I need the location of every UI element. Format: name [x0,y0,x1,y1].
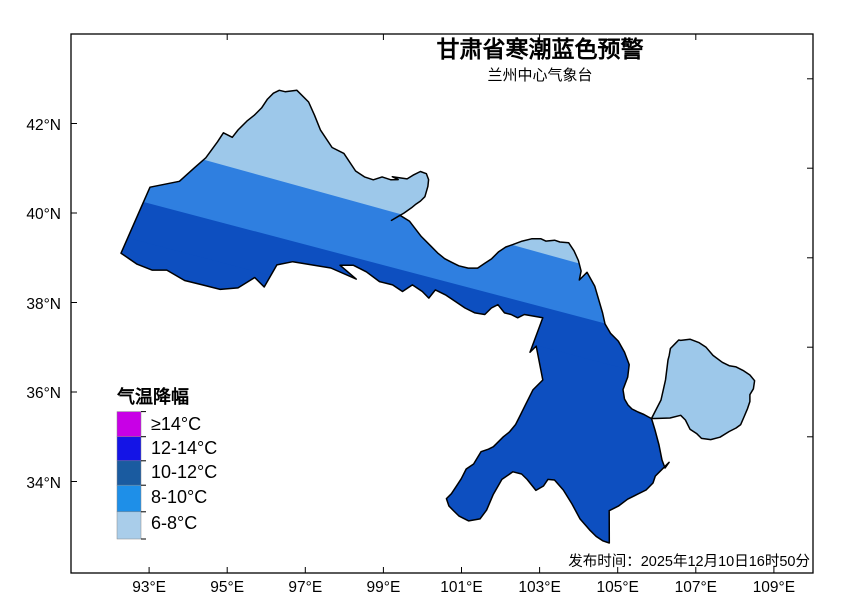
svg-text:36°N: 36°N [26,385,61,402]
svg-text:105°E: 105°E [596,579,638,596]
svg-text:95°E: 95°E [210,579,244,596]
svg-text:兰州中心气象台: 兰州中心气象台 [487,67,592,84]
svg-text:10-12°C: 10-12°C [151,462,217,482]
svg-text:≥14°C: ≥14°C [151,414,201,434]
svg-text:8-10°C: 8-10°C [151,487,207,507]
svg-text:93°E: 93°E [132,579,166,596]
svg-text:甘肃省寒潮蓝色预警: 甘肃省寒潮蓝色预警 [437,36,644,62]
svg-text:6-8°C: 6-8°C [151,513,197,533]
svg-text:34°N: 34°N [26,475,61,492]
svg-text:99°E: 99°E [367,579,401,596]
svg-text:发布时间：2025年12月10日16时50分: 发布时间：2025年12月10日16时50分 [568,553,810,570]
svg-text:42°N: 42°N [26,117,61,134]
svg-text:40°N: 40°N [26,206,61,223]
svg-text:38°N: 38°N [26,296,61,313]
svg-text:101°E: 101°E [440,579,482,596]
svg-text:97°E: 97°E [288,579,322,596]
svg-text:103°E: 103°E [518,579,560,596]
svg-text:109°E: 109°E [753,579,795,596]
svg-text:107°E: 107°E [675,579,717,596]
svg-text:12-14°C: 12-14°C [151,438,217,458]
svg-text:气温降幅: 气温降幅 [116,386,189,407]
